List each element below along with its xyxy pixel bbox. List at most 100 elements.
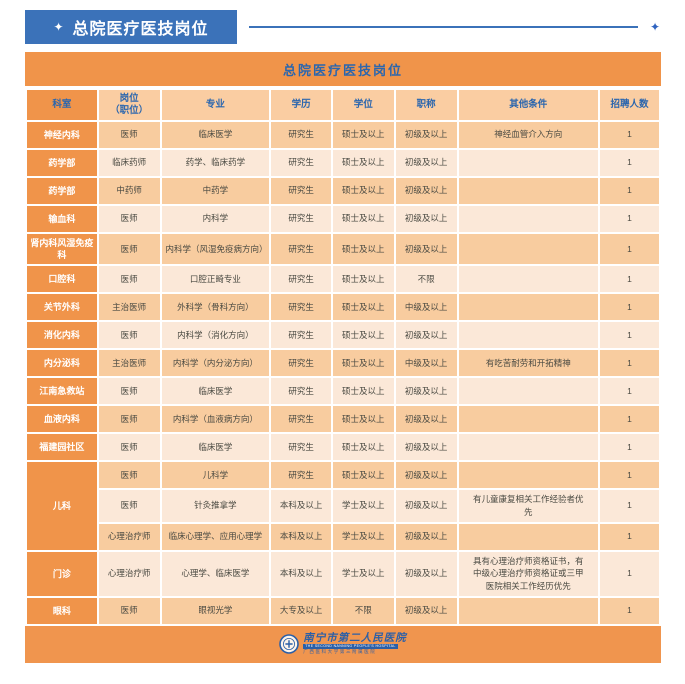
positions-table: 科室 岗位 （职位） 专业 学历 学位 职称 其他条件 招聘人数 神经内科 医师临… [25, 88, 661, 626]
table-title: 总院医疗医技岗位 [25, 52, 661, 88]
table-row: 福建园社区 医师 临床医学 研究生 硕士及以上 初级及以上 1 [25, 432, 661, 463]
col-header-department: 科室 [25, 88, 99, 122]
section-badge: ✦ 总院医疗医技岗位 [25, 9, 237, 44]
major-cell: 内科学（血液病方向） [159, 404, 272, 435]
table-row: 血液内科 医师 内科学（血液病方向） 研究生 硕士及以上 初级及以上 1 [25, 404, 661, 435]
title-cell: 初级及以上 [393, 376, 459, 407]
col-header-position: 岗位 （职位） [96, 88, 162, 122]
table-row: 神经内科 医师 临床医学 研究生 硕士及以上 初级及以上 神经血管介入方向 1 [25, 119, 661, 150]
department-cell: 眼科 [25, 595, 99, 626]
major-cell: 中药学 [159, 175, 272, 206]
position-cell: 医师 [96, 460, 162, 491]
headcount-cell: 1 [598, 320, 661, 351]
title-cell: 初级及以上 [393, 488, 459, 524]
degree-cell: 硕士及以上 [330, 320, 396, 351]
other-conditions-cell [456, 175, 601, 206]
department-cell: 神经内科 [25, 119, 99, 150]
education-cell: 研究生 [269, 147, 333, 178]
headcount-cell: 1 [598, 432, 661, 463]
hospital-name-english: THE SECOND NANNING PEOPLE'S HOSPITAL [303, 644, 398, 650]
position-cell: 医师 [96, 432, 162, 463]
col-header-title: 职称 [393, 88, 459, 122]
major-cell: 外科学（骨科方向） [159, 292, 272, 323]
rule-end-diamond-icon: ✦ [649, 19, 660, 34]
title-cell: 初级及以上 [393, 203, 459, 234]
headcount-cell: 1 [598, 376, 661, 407]
major-cell: 针灸推拿学 [159, 488, 272, 524]
table-row: 输血科 医师 内科学 研究生 硕士及以上 初级及以上 1 [25, 203, 661, 234]
other-conditions-cell: 神经血管介入方向 [456, 119, 601, 150]
table-row: 眼科 医师 眼视光学 大专及以上 不限 初级及以上 1 [25, 595, 661, 626]
section-badge-label: 总院医疗医技岗位 [72, 20, 209, 38]
other-conditions-cell [456, 231, 601, 267]
headcount-cell: 1 [598, 264, 661, 295]
major-cell: 内科学（内分泌方向） [159, 348, 272, 379]
major-cell: 内科学 [159, 203, 272, 234]
headcount-cell: 1 [598, 292, 661, 323]
education-cell: 研究生 [269, 432, 333, 463]
hospital-logo: 南宁市第二人民医院 THE SECOND NANNING PEOPLE'S HO… [279, 633, 407, 656]
department-cell: 肾内科风湿免疫科 [25, 231, 99, 267]
headcount-cell: 1 [598, 549, 661, 598]
headcount-cell: 1 [598, 119, 661, 150]
department-cell: 输血科 [25, 203, 99, 234]
table-row: 关节外科 主治医师 外科学（骨科方向） 研究生 硕士及以上 中级及以上 1 [25, 292, 661, 323]
headcount-cell: 1 [598, 348, 661, 379]
education-cell: 研究生 [269, 231, 333, 267]
headcount-cell: 1 [598, 231, 661, 267]
hospital-affiliation: 广西医科大学第三附属医院 [303, 649, 377, 655]
table-row: 江南急救站 医师 临床医学 研究生 硕士及以上 初级及以上 1 [25, 376, 661, 407]
major-cell: 内科学（风湿免疫病方向） [159, 231, 272, 267]
major-cell: 药学、临床药学 [159, 147, 272, 178]
department-cell: 江南急救站 [25, 376, 99, 407]
title-cell: 初级及以上 [393, 175, 459, 206]
table-footer: 南宁市第二人民医院 THE SECOND NANNING PEOPLE'S HO… [25, 625, 661, 663]
department-cell: 关节外科 [25, 292, 99, 323]
major-cell: 临床医学 [159, 432, 272, 463]
col-header-major: 专业 [159, 88, 272, 122]
major-cell: 内科学（消化方向） [159, 320, 272, 351]
department-cell: 消化内科 [25, 320, 99, 351]
other-conditions-cell [456, 460, 601, 491]
position-cell: 主治医师 [96, 292, 162, 323]
education-cell: 本科及以上 [269, 521, 333, 552]
table-row: 药学部 中药师 中药学 研究生 硕士及以上 初级及以上 1 [25, 175, 661, 206]
position-cell: 主治医师 [96, 348, 162, 379]
badge-star-icon: ✦ [53, 19, 65, 34]
major-cell: 临床医学 [159, 119, 272, 150]
department-cell: 福建园社区 [25, 432, 99, 463]
department-cell: 口腔科 [25, 264, 99, 295]
header-rule [249, 25, 638, 28]
position-cell: 医师 [96, 231, 162, 267]
other-conditions-cell: 有儿童康复相关工作经验者优先 [456, 488, 601, 524]
other-conditions-cell [456, 203, 601, 234]
headcount-cell: 1 [598, 595, 661, 626]
position-cell: 医师 [96, 119, 162, 150]
page-header: ✦ 总院医疗医技岗位 ✦ [0, 0, 685, 46]
degree-cell: 硕士及以上 [330, 348, 396, 379]
position-cell: 医师 [96, 320, 162, 351]
position-cell: 医师 [96, 595, 162, 626]
degree-cell: 学士及以上 [330, 521, 396, 552]
table-row: 消化内科 医师 内科学（消化方向） 研究生 硕士及以上 初级及以上 1 [25, 320, 661, 351]
headcount-cell: 1 [598, 488, 661, 524]
hospital-logo-text: 南宁市第二人民医院 THE SECOND NANNING PEOPLE'S HO… [303, 633, 407, 656]
col-header-education: 学历 [269, 88, 333, 122]
title-cell: 初级及以上 [393, 119, 459, 150]
education-cell: 本科及以上 [269, 549, 333, 598]
other-conditions-cell [456, 264, 601, 295]
education-cell: 研究生 [269, 348, 333, 379]
other-conditions-cell [456, 292, 601, 323]
education-cell: 研究生 [269, 404, 333, 435]
degree-cell: 硕士及以上 [330, 404, 396, 435]
degree-cell: 不限 [330, 595, 396, 626]
table-row: 肾内科风湿免疫科 医师 内科学（风湿免疫病方向） 研究生 硕士及以上 初级及以上 1 [25, 231, 661, 267]
education-cell: 研究生 [269, 203, 333, 234]
table-header-row: 科室 岗位 （职位） 专业 学历 学位 职称 其他条件 招聘人数 [25, 88, 661, 122]
col-header-other-conditions: 其他条件 [456, 88, 601, 122]
degree-cell: 硕士及以上 [330, 264, 396, 295]
education-cell: 本科及以上 [269, 488, 333, 524]
title-cell: 不限 [393, 264, 459, 295]
title-cell: 中级及以上 [393, 348, 459, 379]
degree-cell: 硕士及以上 [330, 460, 396, 491]
